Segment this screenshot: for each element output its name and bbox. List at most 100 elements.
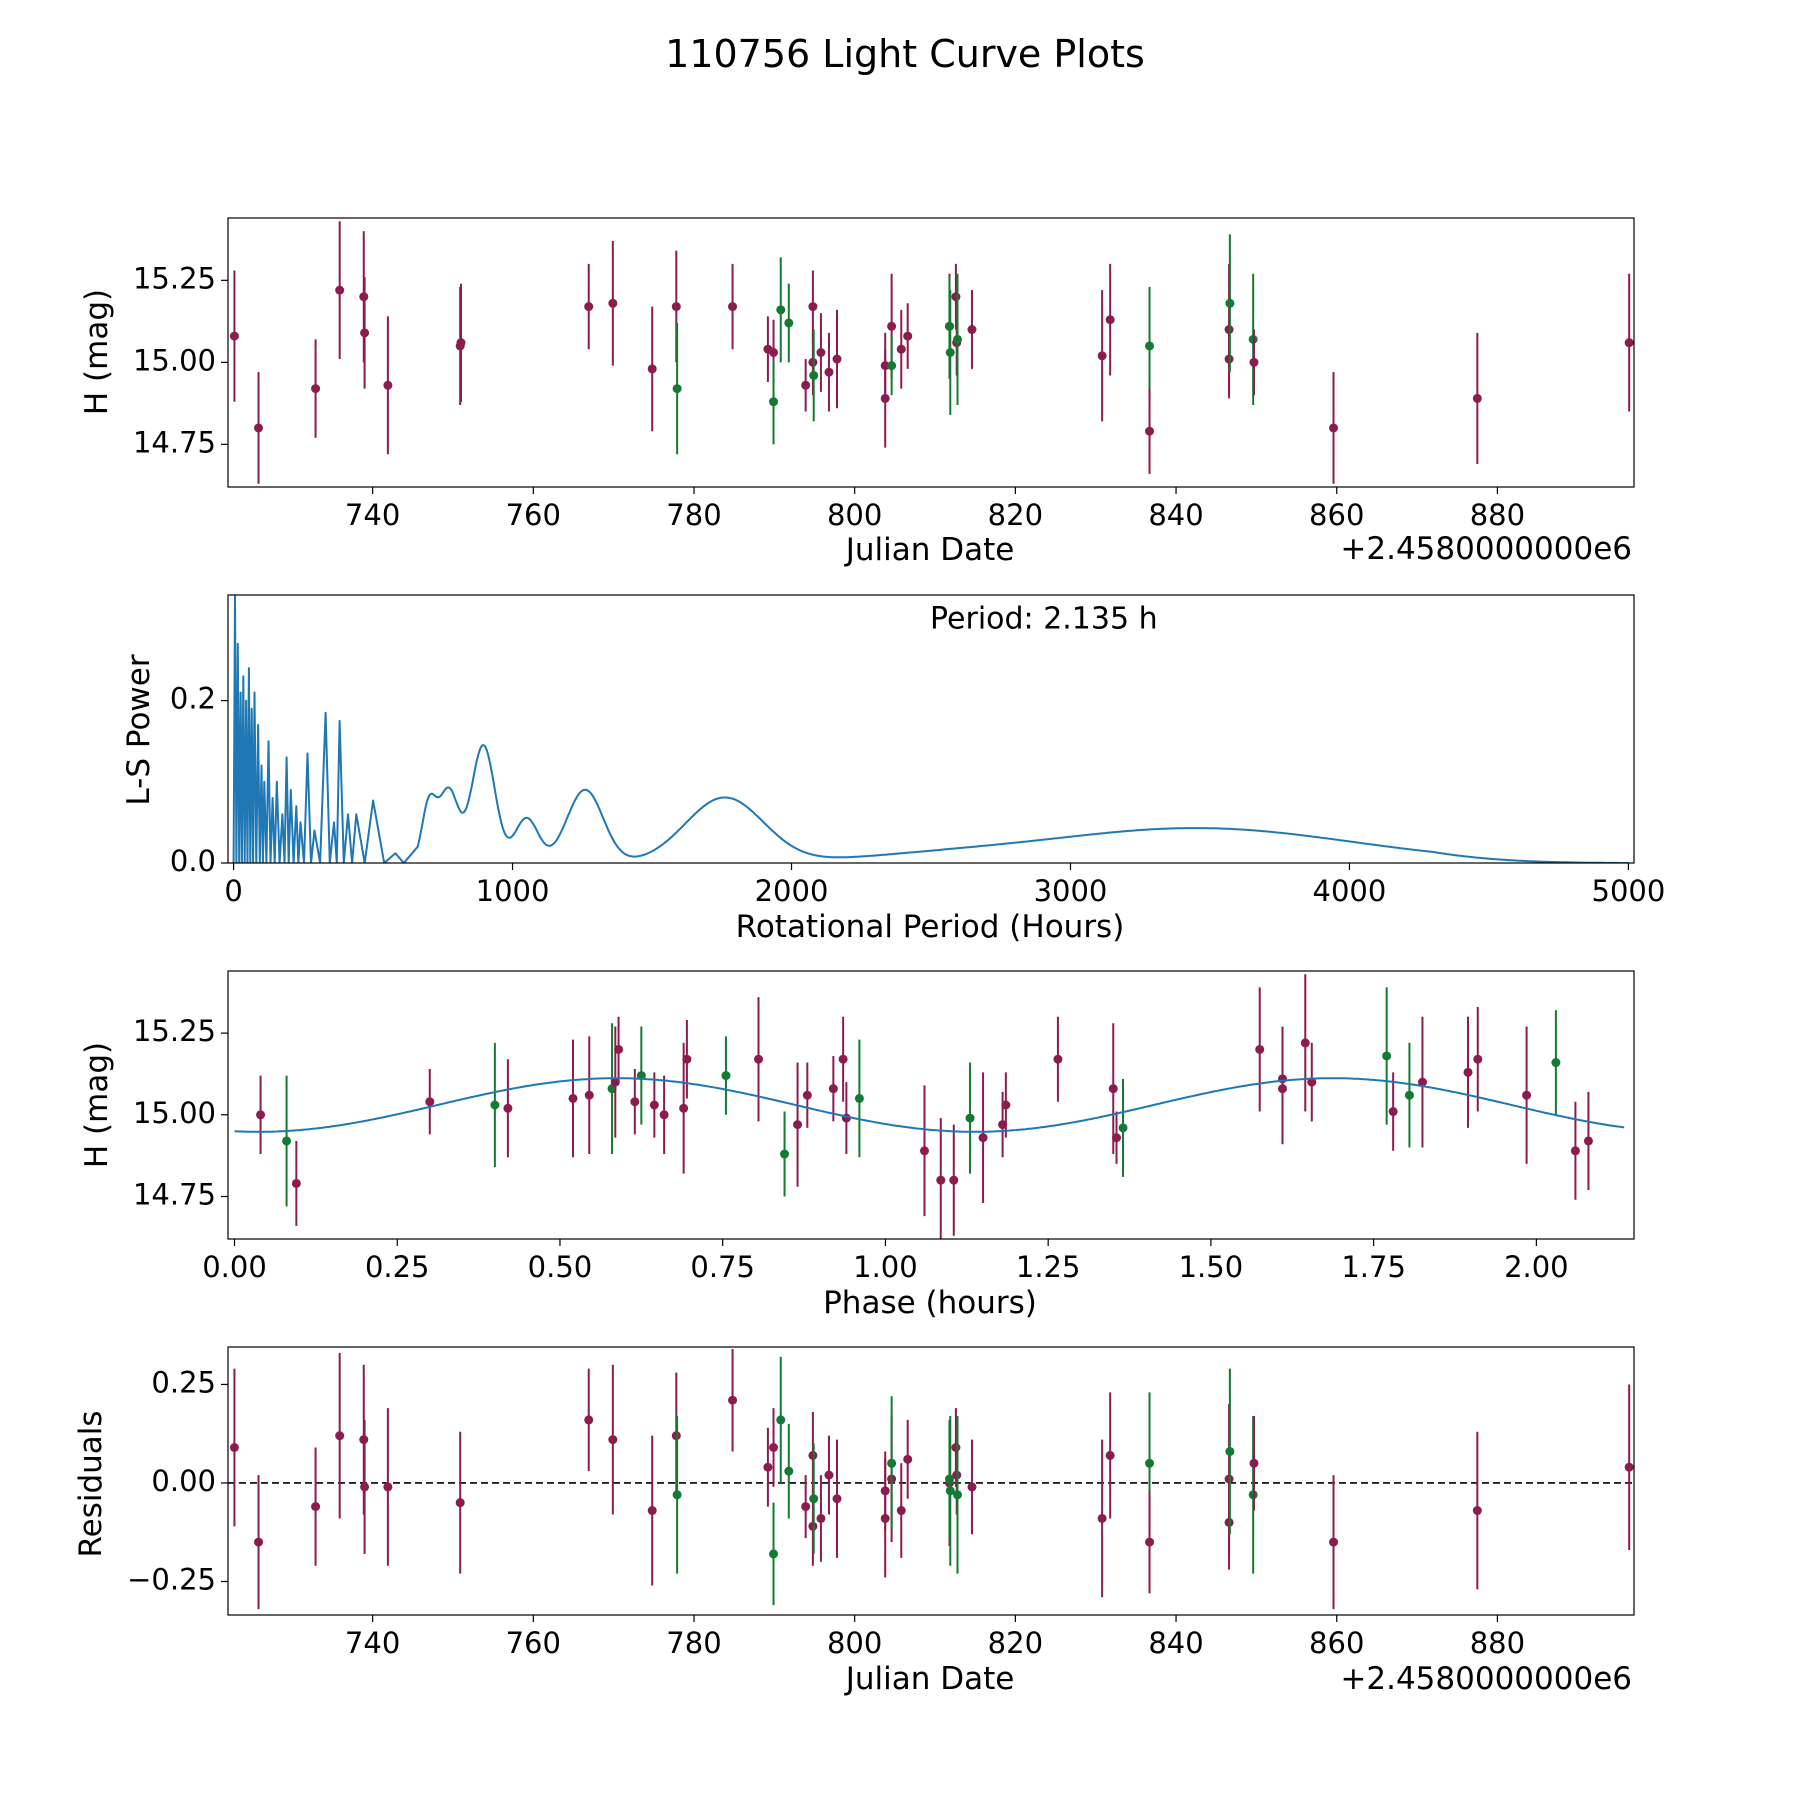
data-point — [1225, 298, 1235, 308]
data-point — [763, 1462, 773, 1472]
data-point — [965, 1113, 975, 1123]
data-point — [1108, 1084, 1118, 1094]
residuals-frame — [227, 1346, 1635, 1616]
data-point — [998, 1120, 1008, 1130]
data-point — [801, 1502, 811, 1512]
data-point — [951, 292, 961, 302]
x-tick-label: 740 — [345, 498, 400, 532]
data-point — [1473, 1054, 1483, 1064]
y-tick-label: 15.25 — [133, 1014, 216, 1048]
data-point — [254, 423, 264, 433]
y-tick-label: 15.00 — [133, 1096, 216, 1130]
periodogram-line — [232, 595, 1629, 863]
data-point — [1307, 1077, 1317, 1087]
panel-phased: 0.00 0.25 0.50 0.75 1.00 1.25 1.50 1.75 2.00 14.7… — [79, 970, 1635, 1321]
data-point — [584, 1415, 594, 1425]
data-point — [967, 325, 977, 335]
data-point — [1249, 1458, 1259, 1468]
data-point — [1583, 1136, 1593, 1146]
y-tick-label: 0.2 — [170, 682, 216, 716]
data-point — [880, 1513, 890, 1523]
data-point — [1463, 1067, 1473, 1077]
data-point — [824, 367, 834, 377]
data-point — [291, 1178, 301, 1188]
data-point — [682, 1054, 692, 1064]
data-point — [1105, 1450, 1115, 1460]
data-point — [754, 1054, 764, 1064]
data-point — [1388, 1107, 1398, 1117]
data-point — [383, 380, 393, 390]
x-tick-label: 800 — [827, 498, 882, 532]
data-point — [802, 1090, 812, 1100]
data-point — [880, 393, 890, 403]
x-tick-label: 780 — [666, 498, 721, 532]
data-point — [721, 1071, 731, 1081]
data-point — [1404, 1090, 1414, 1100]
x-tick-label: 880 — [1470, 1626, 1525, 1660]
data-point — [896, 1506, 906, 1516]
data-point — [256, 1110, 266, 1120]
data-point — [769, 1443, 779, 1452]
y-tick-label: −0.25 — [127, 1563, 216, 1597]
data-point — [1097, 351, 1107, 361]
data-point — [769, 1549, 779, 1559]
data-point — [672, 1490, 682, 1500]
x-tick-label: 2.00 — [1504, 1250, 1569, 1284]
data-point — [793, 1120, 803, 1130]
data-point — [608, 1435, 618, 1445]
residuals-ylabel: Residuals — [73, 1410, 109, 1557]
y-tick-label: 0.0 — [170, 844, 216, 878]
data-point — [1145, 341, 1155, 351]
data-point — [903, 1454, 913, 1464]
data-point — [311, 384, 321, 394]
data-point — [1382, 1051, 1392, 1061]
panel-residuals: 740 760 780 800 820 840 860 880 −0.25 0.00 0.25 Ju… — [73, 1346, 1635, 1697]
x-tick-label: 780 — [666, 1626, 721, 1660]
y-tick-label: 14.75 — [133, 425, 216, 459]
data-point — [659, 1110, 669, 1120]
data-point — [229, 331, 239, 341]
data-point — [1112, 1133, 1122, 1143]
data-point — [945, 348, 955, 357]
panel-lightcurve: 740 760 780 800 820 840 860 88014.7515.0015.25 … — [79, 217, 1635, 568]
data-point — [490, 1100, 500, 1110]
model-curve — [234, 1077, 1625, 1133]
data-point — [1001, 1100, 1011, 1110]
data-point — [832, 354, 842, 364]
x-tick-label: 0.75 — [690, 1250, 755, 1284]
data-point — [728, 1395, 738, 1405]
data-point — [919, 1146, 929, 1156]
y-tick-label: 15.25 — [133, 261, 216, 295]
data-point — [838, 1054, 848, 1064]
data-point — [1624, 1462, 1634, 1472]
x-tick-label: 1.50 — [1179, 1250, 1244, 1284]
data-point — [425, 1097, 435, 1107]
period-annotation: Period: 2.135 h — [930, 602, 1158, 637]
data-point — [887, 1458, 897, 1468]
data-point — [584, 302, 594, 312]
x-tick-label: 1000 — [476, 874, 550, 908]
data-point — [776, 305, 786, 315]
x-tick-label: 2000 — [755, 874, 829, 908]
x-tick-label: 760 — [506, 498, 561, 532]
data-point — [1145, 1537, 1155, 1547]
residuals-xlabel: Julian Date — [844, 1661, 1015, 1697]
panel-periodogram: 0 1000 2000 3000 4000 5000 0.0 0.2 Period: 2.13… — [121, 594, 1665, 945]
data-point — [1624, 338, 1634, 348]
x-tick-label: 740 — [345, 1626, 400, 1660]
data-point — [672, 384, 682, 394]
data-point — [1329, 1537, 1339, 1547]
data-point — [1097, 1513, 1107, 1523]
data-point — [456, 338, 466, 348]
data-point — [978, 1133, 988, 1143]
data-point — [832, 1494, 842, 1504]
data-point — [649, 1100, 659, 1110]
x-tick-label: 840 — [1148, 1626, 1203, 1660]
lightcurve-offset-label: +2.4580000000e6 — [1340, 531, 1632, 567]
data-point — [1570, 1146, 1580, 1156]
data-point — [647, 1506, 657, 1516]
data-point — [887, 361, 897, 371]
data-point — [769, 348, 779, 357]
x-tick-label: 4000 — [1313, 874, 1387, 908]
data-point — [949, 1175, 959, 1185]
